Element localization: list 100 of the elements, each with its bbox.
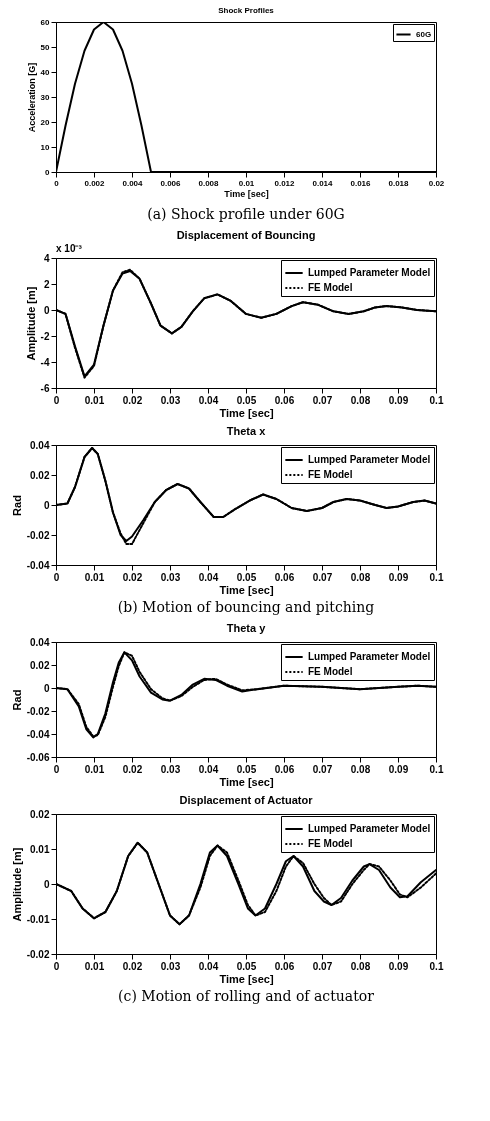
y-tick-label: 0 [43,682,50,694]
x-axis-title: Time [sec] [224,188,269,199]
y-axis-title: Rad [10,495,23,516]
x-tick-label: 0.018 [388,178,410,188]
y-tick-label: 2 [43,278,50,290]
x-tick-label: 0.08 [350,571,371,583]
x-tick-label: 0.002 [84,178,106,188]
x-tick-label: 0.01 [84,763,105,775]
x-tick-label: 0.016 [350,178,372,188]
x-tick-label: 0.09 [388,960,409,972]
chart-title: Displacement of Actuator [179,794,314,806]
chart-title: Theta y [226,622,267,634]
x-tick-label: 0.04 [198,960,219,972]
y-tick-label: 20 [40,117,51,127]
x-tick-label: 0.06 [274,394,295,406]
y-tick-label: 0.02 [30,469,50,481]
x-axis-title: Time [sec] [219,775,274,788]
x-tick-label: 0.02 [122,763,143,775]
y-tick-label: 0.04 [30,439,50,451]
x-tick-label: 0.05 [236,763,257,775]
x-tick-label: 0.09 [388,394,409,406]
y-tick-label: 4 [43,252,50,264]
y-tick-label: -0.04 [26,728,50,740]
x-tick-label: 0.004 [122,178,144,188]
y-tick-label: 0 [43,499,50,511]
x-tick-label: 0.03 [160,960,181,972]
y-tick-label: 0 [43,304,50,316]
x-tick-label: 0.1 [429,571,444,583]
text: (b) Motion of bouncing and pitching [117,599,375,615]
legend-label: FE Model [308,666,353,677]
y-tick-label: 0 [43,878,50,890]
x-tick-label: 0.1 [429,960,444,972]
x-tick-label: 0.008 [198,178,220,188]
y-tick-label: 30 [40,92,51,102]
x-axis-title: Time [sec] [219,583,274,596]
y-axis-title: Amplitude [m] [10,847,23,922]
text: (c) Motion of rolling and of actuator [118,988,375,1004]
y-tick-label: 0.04 [30,636,50,648]
legend-label: Lumped Parameter Model [308,267,431,278]
x-tick-label: 0.01 [84,960,105,972]
y-tick-label: -0.04 [26,559,50,571]
y-tick-label: 10 [40,142,51,152]
x-tick-label: 0.06 [274,960,295,972]
x-tick-label: 0.02 [122,571,143,583]
chart-subtitle: x 10⁻³ [56,243,83,254]
x-tick-label: 0.04 [198,571,219,583]
legend-label: FE Model [308,282,353,293]
y-tick-label: 40 [40,67,51,77]
x-tick-label: 0.01 [84,571,105,583]
x-tick-label: 0.05 [236,960,257,972]
x-tick-label: 0.01 [238,178,255,188]
x-tick-label: 0.01 [84,394,105,406]
y-axis-title: Rad [10,689,23,711]
x-tick-label: 0.05 [236,394,257,406]
x-axis-title: Time [sec] [219,972,274,985]
text: (a) Shock profile under 60G [147,206,345,222]
x-tick-label: 0.05 [236,571,257,583]
y-tick-label: -0.01 [26,913,50,925]
legend-label: 60G [416,29,432,39]
x-tick-label: 0.04 [198,763,219,775]
x-tick-label: 0.07 [312,394,333,406]
legend-label: FE Model [308,469,353,480]
y-tick-label: -4 [40,356,50,368]
legend-label: Lumped Parameter Model [308,823,431,834]
y-tick-label: -0.06 [26,751,50,763]
x-tick-label: 0.03 [160,394,181,406]
chart-title: Theta x [226,425,267,437]
x-tick-label: 0.07 [312,763,333,775]
x-tick-label: 0.02 [122,394,143,406]
x-tick-label: 0.03 [160,763,181,775]
y-tick-label: 0.01 [30,843,50,855]
y-tick-label: -0.02 [26,705,50,717]
x-tick-label: 0.03 [160,571,181,583]
y-tick-label: 0 [45,167,51,177]
x-tick-label: 0.08 [350,394,371,406]
y-tick-label: -0.02 [26,529,50,541]
x-tick-label: 0.02 [428,178,445,188]
x-tick-label: 0.08 [350,763,371,775]
x-tick-label: 0 [53,394,60,406]
x-tick-label: 0 [53,960,60,972]
legend-label: Lumped Parameter Model [308,651,431,662]
legend-label: Lumped Parameter Model [308,454,431,465]
x-tick-label: 0.006 [160,178,182,188]
y-tick-label: -0.02 [26,948,50,960]
x-tick-label: 0 [53,763,60,775]
x-tick-label: 0.09 [388,763,409,775]
x-tick-label: 0.06 [274,763,295,775]
x-tick-label: 0.012 [274,178,296,188]
x-tick-label: 0.08 [350,960,371,972]
x-tick-label: 0.07 [312,571,333,583]
x-tick-label: 0.09 [388,571,409,583]
legend-label: FE Model [308,838,353,849]
y-axis-title: Amplitude [m] [24,286,37,361]
x-tick-label: 0.1 [429,394,444,406]
y-axis-title: Acceleration [G] [26,62,37,133]
y-tick-label: 0.02 [30,659,50,671]
y-tick-label: 50 [40,42,51,52]
x-tick-label: 0.1 [429,763,444,775]
x-tick-label: 0.04 [198,394,219,406]
x-tick-label: 0 [53,571,60,583]
